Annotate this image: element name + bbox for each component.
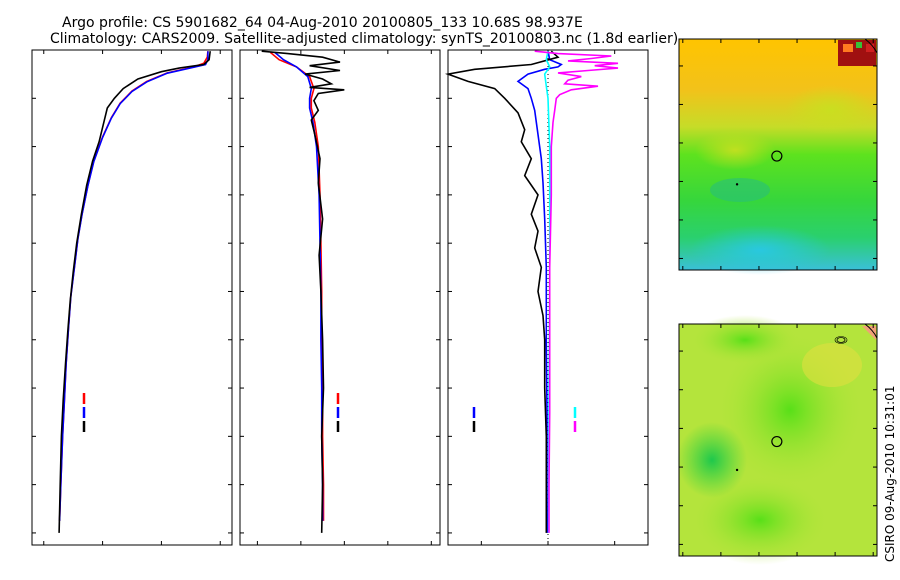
series-line-3-2 (444, 50, 560, 533)
argo-position-marker (771, 150, 783, 162)
header-line-1: Argo profile: CS 5901682_64 04-Aug-2010 … (62, 15, 583, 31)
timestamp-stamp: CSIRO 09-Aug-2010 10:31:01 (883, 386, 897, 562)
series-line-3-4 (534, 50, 619, 533)
island-marker (735, 183, 739, 186)
sst-map-image (679, 39, 877, 275)
map-frame-2 (678, 323, 878, 557)
argo-position-marker (771, 435, 783, 448)
plot-frame-2 (239, 49, 441, 546)
series-line-3-1 (516, 51, 563, 533)
coastline (864, 38, 878, 54)
series-line-1-1 (58, 51, 209, 521)
series-line-2-3 (261, 50, 345, 533)
series-line-2-1 (269, 51, 325, 521)
map-frame-1 (678, 38, 878, 271)
island-marker (735, 468, 739, 472)
coastline (864, 323, 878, 339)
plot-frame-1 (31, 49, 233, 546)
sla-map-image (677, 315, 877, 565)
header-line-2: Climatology: CARS2009. Satellite-adjuste… (50, 31, 678, 47)
series-line-1-2 (58, 51, 209, 521)
series-line-1-3 (58, 51, 211, 533)
series-line-2-2 (274, 51, 324, 521)
